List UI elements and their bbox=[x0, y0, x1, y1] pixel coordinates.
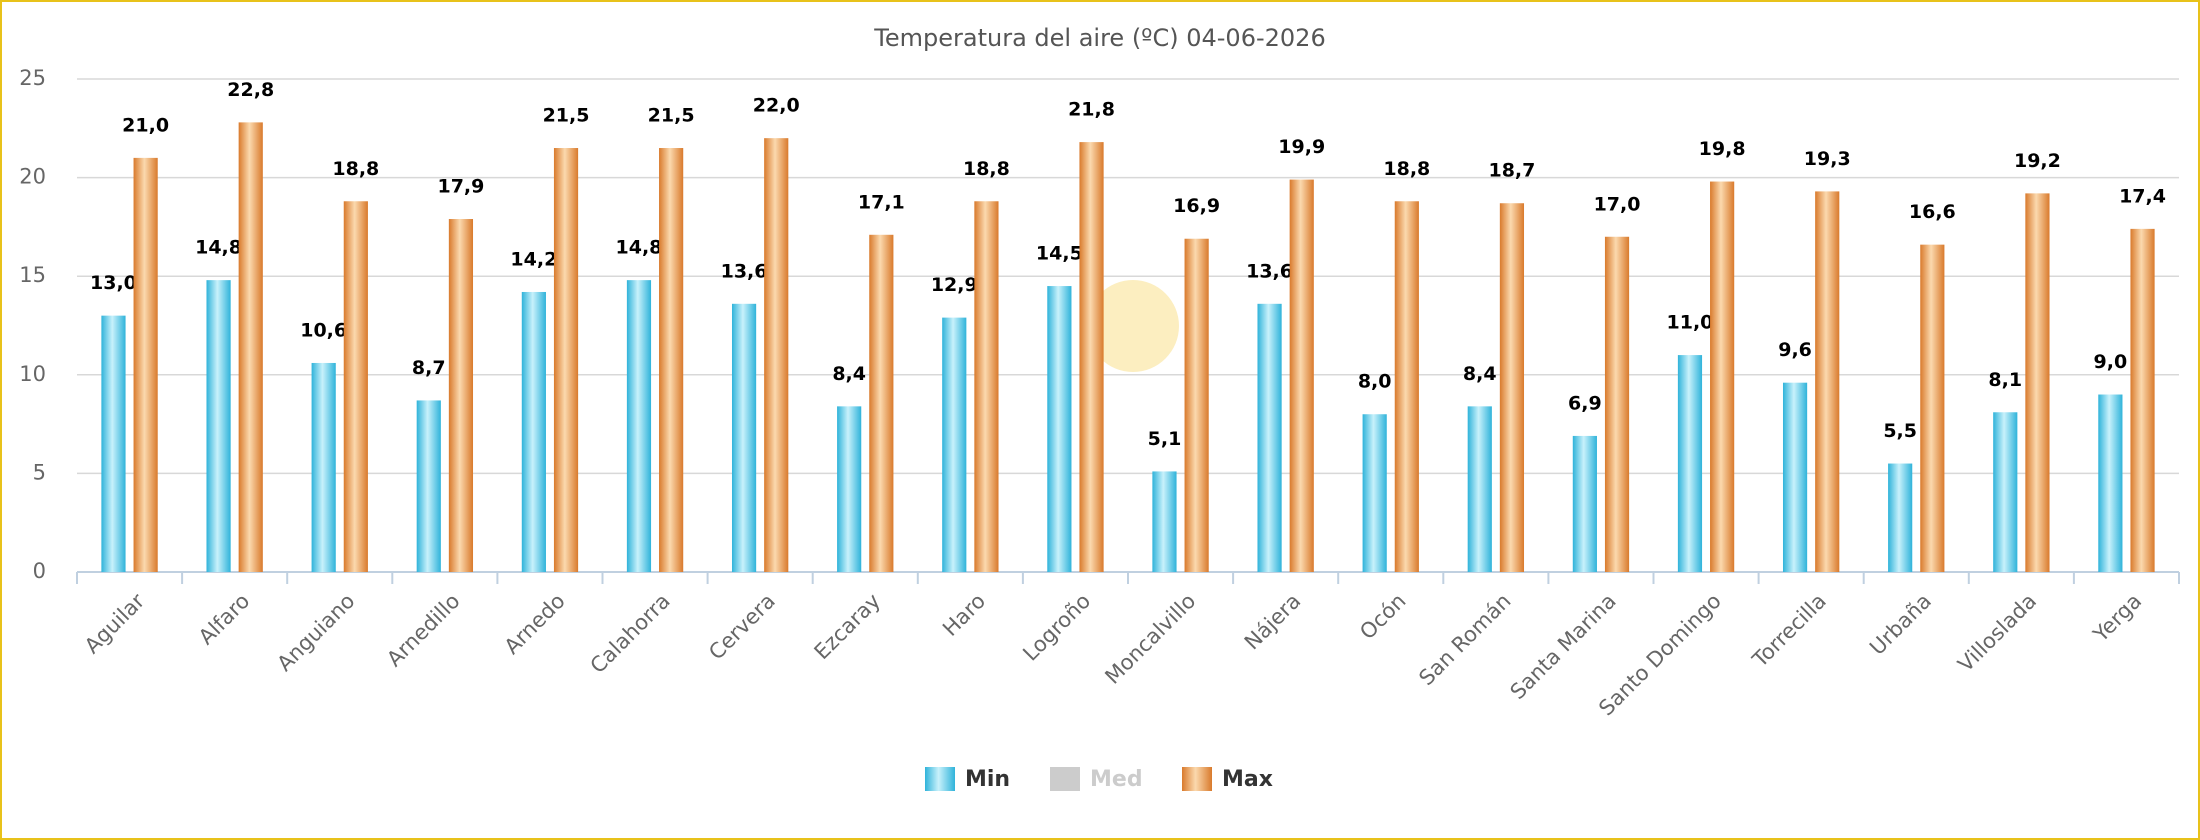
y-tick-label: 25 bbox=[19, 66, 46, 90]
data-label: 18,8 bbox=[1383, 158, 1430, 180]
bar bbox=[1499, 203, 1525, 572]
data-label: 19,9 bbox=[1278, 136, 1325, 158]
bar bbox=[837, 406, 862, 572]
bar bbox=[1888, 463, 1913, 572]
data-label: 5,1 bbox=[1148, 428, 1182, 450]
bar bbox=[626, 280, 652, 572]
bar bbox=[1079, 142, 1104, 572]
data-label: 19,3 bbox=[1804, 148, 1851, 170]
data-label: 21,8 bbox=[1068, 99, 1115, 121]
data-label: 18,7 bbox=[1488, 160, 1535, 182]
bar bbox=[1184, 238, 1209, 572]
data-label: 13,6 bbox=[1246, 260, 1293, 282]
y-tick-label: 0 bbox=[33, 559, 46, 583]
legend-symbol bbox=[1050, 767, 1080, 791]
data-label: 21,5 bbox=[648, 105, 695, 127]
legend-label: Med bbox=[1090, 767, 1143, 792]
data-label: 5,5 bbox=[1883, 420, 1917, 442]
data-label: 8,1 bbox=[1988, 369, 2022, 391]
data-label: 8,0 bbox=[1358, 371, 1392, 393]
bar bbox=[1815, 191, 1840, 573]
bar bbox=[343, 201, 368, 572]
y-tick-label: 15 bbox=[19, 263, 46, 287]
bar bbox=[448, 219, 474, 572]
bar bbox=[1993, 412, 2018, 572]
data-label: 19,2 bbox=[2014, 150, 2061, 172]
bar bbox=[206, 280, 231, 572]
bar bbox=[1710, 181, 1735, 572]
legend-label: Max bbox=[1222, 767, 1273, 792]
data-label: 11,0 bbox=[1667, 312, 1714, 334]
data-label: 17,9 bbox=[437, 176, 484, 198]
data-label: 9,0 bbox=[2094, 351, 2128, 373]
bar bbox=[731, 303, 757, 572]
data-label: 22,0 bbox=[753, 95, 800, 117]
data-label: 21,0 bbox=[122, 114, 169, 136]
watermark bbox=[1087, 280, 1179, 372]
bar bbox=[659, 148, 684, 572]
data-label: 9,6 bbox=[1778, 339, 1812, 361]
data-label: 13,0 bbox=[90, 272, 137, 294]
data-label: 17,1 bbox=[858, 191, 905, 213]
bar bbox=[311, 362, 336, 572]
data-label: 8,4 bbox=[832, 363, 866, 385]
bar bbox=[1394, 201, 1419, 572]
bar bbox=[1572, 435, 1597, 572]
bar bbox=[416, 400, 441, 572]
bar bbox=[1362, 414, 1387, 572]
data-label: 14,5 bbox=[1036, 243, 1083, 265]
y-tick-label: 5 bbox=[33, 460, 46, 484]
bar bbox=[2025, 193, 2050, 572]
legend-label: Min bbox=[965, 767, 1010, 792]
data-label: 14,8 bbox=[616, 237, 663, 259]
data-label: 14,8 bbox=[195, 237, 242, 259]
bar bbox=[553, 148, 579, 572]
bar bbox=[764, 138, 789, 572]
data-label: 17,0 bbox=[1594, 193, 1641, 215]
bar bbox=[1677, 355, 1703, 572]
y-tick-label: 20 bbox=[19, 165, 46, 189]
data-label: 12,9 bbox=[931, 274, 978, 296]
bar bbox=[1467, 406, 1492, 572]
y-tick-label: 10 bbox=[19, 362, 46, 386]
bar bbox=[942, 317, 967, 572]
data-label: 22,8 bbox=[227, 79, 274, 101]
bar bbox=[1289, 179, 1314, 572]
bar bbox=[869, 234, 894, 572]
data-label: 21,5 bbox=[543, 105, 590, 127]
chart-title: Temperatura del aire (ºC) 04-06-2026 bbox=[873, 24, 1325, 52]
bar bbox=[1257, 303, 1282, 572]
bar bbox=[133, 157, 158, 572]
data-label: 6,9 bbox=[1568, 392, 1602, 414]
bar bbox=[101, 315, 126, 572]
data-label: 13,6 bbox=[721, 260, 768, 282]
data-label: 10,6 bbox=[300, 319, 347, 341]
bar bbox=[1047, 286, 1072, 572]
bar bbox=[974, 201, 999, 572]
bar bbox=[521, 291, 546, 572]
bar bbox=[1920, 244, 1945, 572]
data-label: 17,4 bbox=[2119, 185, 2166, 207]
bar bbox=[1152, 471, 1177, 572]
legend-symbol bbox=[925, 767, 955, 791]
data-label: 8,4 bbox=[1463, 363, 1497, 385]
data-label: 18,8 bbox=[332, 158, 379, 180]
data-label: 18,8 bbox=[963, 158, 1010, 180]
data-label: 14,2 bbox=[510, 248, 557, 270]
data-label: 16,9 bbox=[1173, 195, 1220, 217]
legend-symbol bbox=[1182, 767, 1212, 791]
data-label: 16,6 bbox=[1909, 201, 1956, 223]
bar bbox=[1782, 382, 1808, 572]
data-label: 8,7 bbox=[412, 357, 446, 379]
bar bbox=[2098, 394, 2123, 572]
bar bbox=[1604, 236, 1630, 572]
data-label: 19,8 bbox=[1699, 138, 1746, 160]
bar bbox=[2130, 228, 2155, 572]
bar bbox=[238, 122, 263, 572]
